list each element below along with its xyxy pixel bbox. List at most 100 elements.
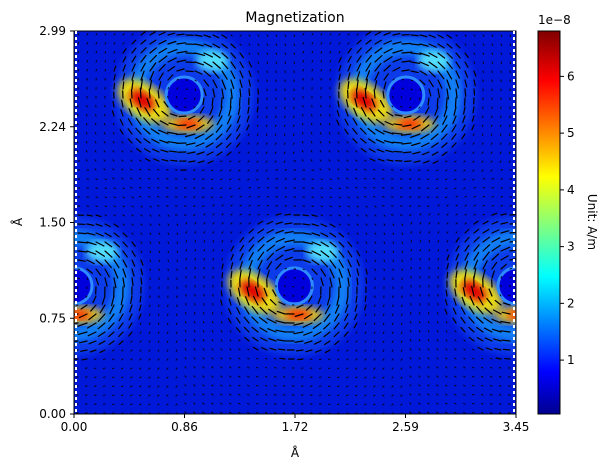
quiver-arrow <box>400 340 403 343</box>
quiver-arrow <box>355 385 358 388</box>
quiver-arrow <box>500 263 507 270</box>
quiver-arrow <box>445 384 448 387</box>
quiver-arrow <box>367 138 376 144</box>
quiver-arrow <box>418 357 421 360</box>
quiver-arrow <box>445 160 448 163</box>
quiver-arrow <box>148 186 151 189</box>
quiver-arrow <box>118 322 124 330</box>
quiver-arrow <box>294 340 304 343</box>
quiver-arrow <box>140 47 147 54</box>
quiver-arrow <box>365 205 368 208</box>
quiver-arrow <box>229 366 232 369</box>
quiver-arrow <box>140 70 145 81</box>
quiver-arrow <box>293 43 296 46</box>
quiver-arrow <box>220 321 223 324</box>
quiver-arrow <box>95 250 105 257</box>
quiver-arrow <box>256 375 259 378</box>
quiver-arrow <box>188 160 196 163</box>
quiver-arrow <box>328 159 331 162</box>
quiver-arrow <box>121 394 124 397</box>
quiver-arrow <box>345 99 349 108</box>
quiver-arrow <box>410 34 419 37</box>
quiver-arrow <box>373 331 376 334</box>
quiver-arrow <box>112 150 115 153</box>
quiver-arrow <box>130 295 133 304</box>
quiver-arrow <box>248 259 253 270</box>
quiver-arrow <box>464 88 467 97</box>
quiver-arrow <box>476 336 484 342</box>
quiver-arrow <box>409 97 412 100</box>
quiver-arrow <box>256 366 259 369</box>
quiver-arrow <box>202 321 205 324</box>
quiver-arrow <box>320 277 324 287</box>
quiver-arrow <box>391 403 394 406</box>
quiver-arrow <box>218 106 223 117</box>
quiver-arrow <box>400 367 403 370</box>
quiver-arrow <box>418 366 421 369</box>
quiver-arrow <box>391 132 403 135</box>
quiver-arrow <box>247 106 250 114</box>
quiver-arrow <box>122 187 125 190</box>
quiver-arrow <box>104 268 110 278</box>
quiver-arrow <box>140 268 144 276</box>
quiver-arrow <box>149 47 157 54</box>
colorbar-tick-label: 2 <box>567 296 575 310</box>
quiver-arrow <box>382 358 385 361</box>
quiver-arrow <box>472 366 475 369</box>
quiver-arrow <box>95 232 104 237</box>
quiver-arrow <box>212 70 220 79</box>
quiver-arrow <box>464 61 469 68</box>
quiver-arrow <box>401 142 412 145</box>
quiver-arrow <box>86 232 96 236</box>
x-axis-label: Å <box>291 445 300 460</box>
quiver-arrow <box>199 106 205 114</box>
quiver-arrow <box>373 403 376 406</box>
quiver-arrow <box>167 223 170 226</box>
quiver-arrow <box>211 339 214 342</box>
quiver-arrow <box>143 148 151 153</box>
quiver-arrow <box>446 52 453 59</box>
quiver-arrow <box>168 150 178 153</box>
quiver-arrow <box>476 305 484 315</box>
vortex-core-edge <box>496 266 516 306</box>
quiver-arrow <box>230 222 233 225</box>
quiver-arrow <box>488 288 493 297</box>
quiver-arrow <box>343 322 349 329</box>
quiver-arrow <box>375 128 385 135</box>
quiver-arrow <box>344 128 349 135</box>
quiver-arrow <box>463 339 466 342</box>
quiver-arrow <box>392 66 401 72</box>
quiver-arrow <box>211 178 214 180</box>
quiver-arrow <box>163 101 169 108</box>
quiver-arrow <box>140 232 143 235</box>
quiver-arrow <box>422 160 430 164</box>
x-tick-label: 0.00 <box>61 420 88 434</box>
quiver-arrow <box>112 376 115 379</box>
quiver-arrow <box>113 268 119 279</box>
quiver-arrow <box>355 358 358 361</box>
quiver-arrow <box>95 60 98 63</box>
quiver-arrow <box>159 120 169 126</box>
quiver-arrow <box>269 299 277 306</box>
quiver-arrow <box>139 159 142 162</box>
quiver-arrow <box>472 412 475 414</box>
quiver-arrow <box>85 159 88 162</box>
quiver-arrow <box>275 43 278 46</box>
quiver-arrow <box>323 313 331 323</box>
quiver-arrow <box>473 236 480 243</box>
chart-title: Magnetization <box>245 10 344 26</box>
quiver-arrow <box>491 221 499 225</box>
quiver-arrow <box>328 150 331 153</box>
quiver-arrow <box>364 186 367 189</box>
quiver-arrow <box>160 149 169 153</box>
quiver-arrow <box>108 313 115 322</box>
quiver-arrow <box>353 107 358 117</box>
quiver-arrow <box>409 402 412 405</box>
quiver-arrow <box>328 123 331 126</box>
quiver-arrow <box>266 34 269 37</box>
quiver-arrow <box>202 357 205 360</box>
quiver-arrow <box>248 43 251 46</box>
quiver-arrow <box>166 340 169 343</box>
quiver-arrow <box>257 259 263 270</box>
quiver-arrow <box>237 287 241 297</box>
